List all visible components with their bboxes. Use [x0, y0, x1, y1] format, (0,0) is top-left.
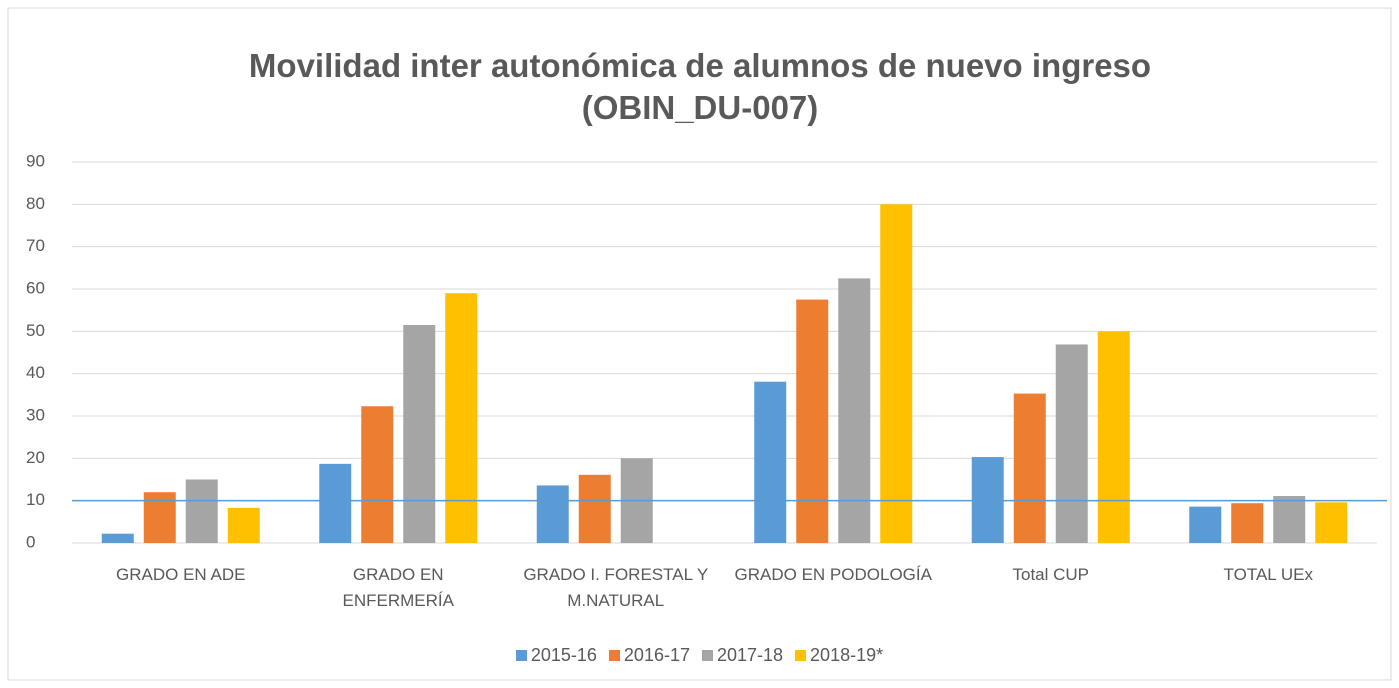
y-tick-label: 70 [26, 236, 45, 255]
x-tick-label: Total CUP [1012, 565, 1090, 584]
bar [536, 485, 569, 543]
y-tick-label: 0 [26, 532, 35, 551]
y-tick-label: 80 [26, 194, 45, 213]
bar [403, 324, 436, 543]
x-tick-label: GRADO EN ADE [116, 565, 246, 584]
y-tick-label: 50 [26, 321, 45, 340]
legend-swatch [515, 650, 527, 661]
bar [101, 533, 134, 543]
bar [319, 463, 352, 543]
bar [227, 507, 260, 543]
legend-label: 2015-16 [530, 645, 597, 665]
bar [361, 406, 394, 543]
x-tick-label: GRADO I. FORESTAL Y M.NATURAL [523, 565, 709, 610]
chart-border [7, 7, 1392, 681]
bar [1189, 506, 1222, 543]
bar [754, 381, 787, 543]
chart-title: Movilidad inter autonómica de alumnos de… [248, 47, 1152, 126]
y-tick-label: 10 [26, 490, 45, 509]
bar [880, 204, 913, 544]
x-tick-label: GRADO EN PODOLOGÍA [734, 565, 932, 584]
bar [838, 278, 871, 543]
y-tick-label: 30 [26, 405, 45, 424]
y-tick-label: 90 [26, 151, 45, 170]
bar [1013, 393, 1046, 543]
bar [1273, 496, 1306, 543]
legend-label: 2016-17 [623, 645, 690, 665]
bar [1055, 344, 1088, 543]
legend-label: 2017-18 [716, 645, 784, 665]
y-tick-label: 40 [26, 363, 45, 382]
legend: 2015-16 2016-17 2017-18 2018-19* [0, 645, 1399, 666]
y-tick-label: 20 [26, 448, 45, 467]
legend-item: 2018-19* [795, 645, 883, 666]
bar [1097, 331, 1130, 543]
bar [578, 474, 611, 543]
x-tick-label: GRADO EN ENFERMERÍA [342, 565, 454, 610]
legend-swatch [701, 650, 713, 661]
bar [796, 299, 829, 543]
legend-swatch [795, 650, 807, 661]
y-tick-label: 60 [26, 278, 45, 297]
legend-item: 2016-17 [608, 645, 690, 666]
legend-swatch [608, 650, 620, 661]
bar [445, 293, 478, 543]
legend-item: 2015-16 [515, 645, 597, 666]
bar [1315, 502, 1348, 543]
x-tick-label: TOTAL UEx [1223, 565, 1313, 584]
bar [1231, 503, 1264, 543]
legend-label: 2018-19* [810, 645, 884, 665]
bar [143, 492, 176, 543]
legend-item: 2017-18 [701, 645, 784, 666]
bar [185, 479, 218, 543]
